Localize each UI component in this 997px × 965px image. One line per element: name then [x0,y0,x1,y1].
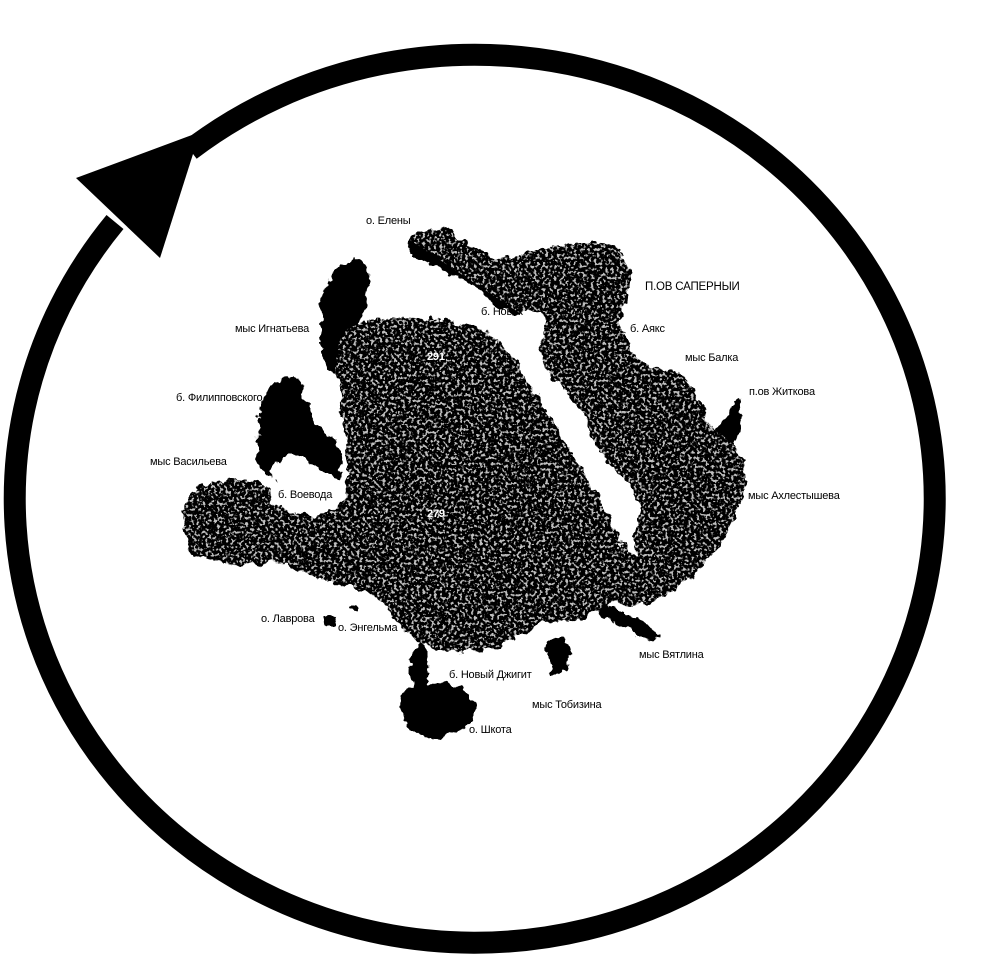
label-pov-saperny: П.ОВ САПЕРНЫИ [645,281,740,293]
elevation-central-peak: 279 [427,508,445,520]
label-b-filippovskogo: б. Филипповского [176,392,263,404]
rotation-arrow [3,43,946,954]
island-landmass [182,228,746,737]
rotation-arrow-head [76,132,200,258]
label-o-shkota: о. Шкота [469,724,512,736]
label-mys-akhlestysheva: мыс Ахлестышева [748,490,840,502]
island-south-spur [410,640,430,691]
island-northwest-arm [320,257,369,372]
label-b-voevoda: б. Воевода [278,489,333,501]
label-mys-vasilyeva: мыс Васильева [150,456,227,468]
island-vyatlin-cape [597,600,657,642]
label-pov-zhitkova: п.ов Житкова [749,386,815,398]
label-mys-vyatlina: мыс Вятлина [639,649,704,661]
label-b-novik: б. Новик [481,306,523,318]
rotation-arrow-ring [3,43,946,954]
label-o-engelma: о. Энгельма [338,622,398,634]
label-b-novy-dzhigit: б. Новый Джигит [449,669,532,681]
label-b-ayaks: б. Аякс [630,323,665,335]
engelma-island [352,605,360,611]
label-o-lavrova: о. Лаврова [261,613,315,625]
shkota-island [401,683,476,737]
island-west-lobe [257,376,342,480]
tobizin-cape [546,638,571,676]
label-mys-ignatyeva: мыс Игнатьева [235,323,310,335]
label-mys-tobizina: мыс Тобизина [532,699,602,711]
elevation-north-peak: 291 [427,351,445,363]
lavrova-island [325,618,335,626]
label-mys-balka: мыс Балка [685,352,739,364]
label-o-eleny: о. Елены [366,215,411,227]
novik-bay-water [470,300,640,555]
